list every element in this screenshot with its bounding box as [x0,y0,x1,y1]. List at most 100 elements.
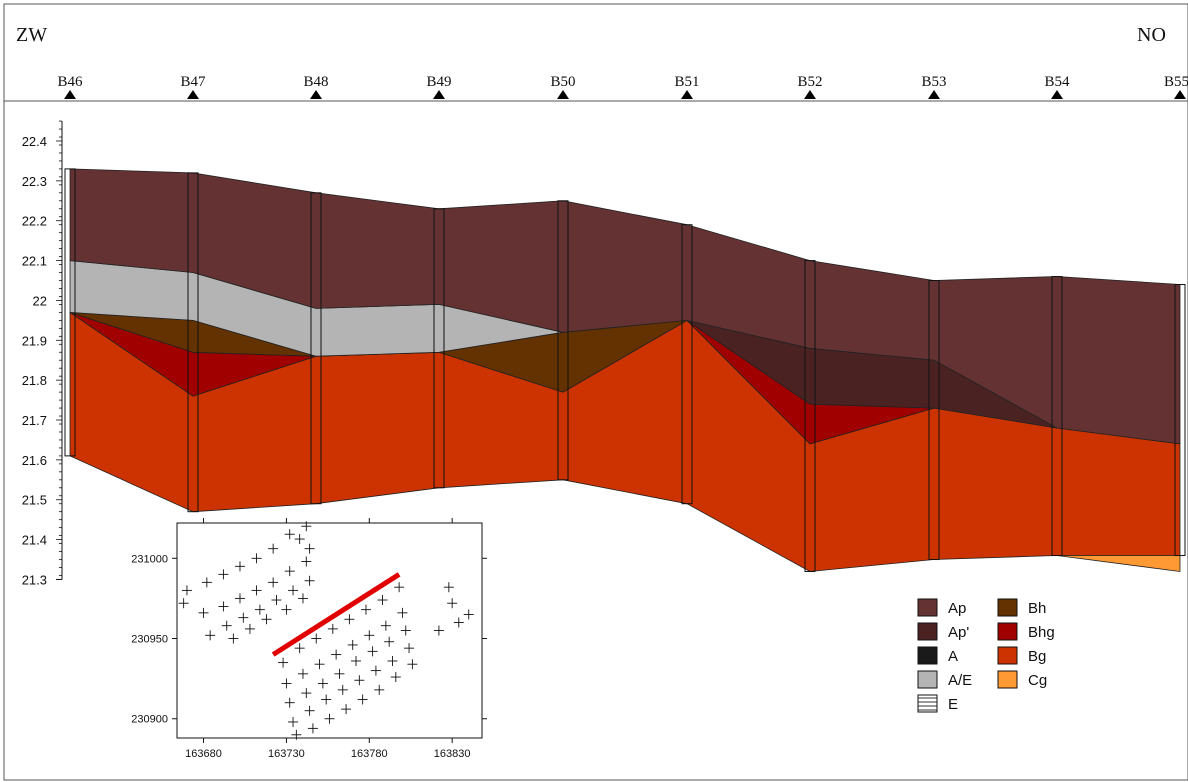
sample-point-icon [341,704,352,715]
inset-y-tick-label: 230950 [131,634,168,646]
sample-point-icon [304,575,315,586]
sample-point-icon [307,723,318,734]
sample-point-icon [317,678,328,689]
borehole-marker-icon [310,90,322,99]
legend-swatch [917,622,938,641]
sample-point-icon [178,598,189,609]
borehole-label-b49: B49 [426,74,451,90]
borehole-column-b49 [433,208,445,489]
sample-point-icon [288,716,299,727]
sample-point-icon [331,649,342,660]
sample-point-icon [297,668,308,679]
borehole-marker-icon [433,90,445,99]
figure-frame [3,3,1188,781]
sample-point-icon [254,604,265,615]
sample-point-icon [357,694,368,705]
sample-point-icon [251,585,262,596]
sample-point-icon [251,553,262,564]
sample-point-icon [337,684,348,695]
sample-point-icon [284,566,295,577]
legend-label: A/E [948,672,972,689]
borehole-marker-icon [1051,90,1063,99]
inset-y-tick-label: 230900 [131,714,168,726]
borehole-label-b50: B50 [550,74,575,90]
borehole-label-b46: B46 [57,74,83,90]
sample-point-icon [218,601,229,612]
inset-y-tick-label: 231000 [131,553,168,565]
borehole-marker-icon [804,90,816,99]
borehole-column-b53 [928,280,940,561]
transect-line [271,572,401,657]
sample-point-icon [291,729,302,740]
legend-label: Bg [1028,648,1046,665]
sample-point-icon [314,659,325,670]
elevation-tick-label: 21.6 [22,453,47,468]
legend-swatch [917,670,938,689]
legend-item-bh: Bh [997,598,1046,617]
borehole-column-b47 [187,172,199,513]
sample-point-icon [397,607,408,618]
sample-point-icon [261,614,272,625]
legend-label: E [948,696,958,713]
sample-point-icon [297,593,308,604]
inset-map-frame [176,522,483,739]
legend-swatch [917,694,938,713]
sample-point-icon [234,561,245,572]
sample-point-icon [294,534,305,545]
sample-point-icon [354,675,365,686]
borehole-column-b54 [1051,276,1063,557]
sample-point-icon [221,620,232,631]
sample-point-icon [443,582,454,593]
sample-point-icon [327,623,338,634]
legend-label: Bhg [1028,624,1055,641]
legend-swatch [997,670,1018,689]
sample-point-icon [404,643,415,654]
sample-point-icon [181,585,192,596]
inset-x-tick-label: 163730 [268,748,305,760]
sample-point-icon [234,593,245,604]
elevation-tick-label: 22.3 [22,174,47,189]
borehole-label-b53: B53 [921,74,946,90]
sample-point-icon [268,577,279,588]
sample-point-icon [244,623,255,634]
sample-point-icon [205,630,216,641]
sample-point-icon [271,595,282,606]
legend-label: Cg [1028,672,1047,689]
borehole-marker-icon [64,90,76,99]
borehole-marker-icon [187,90,199,99]
borehole-column-b52 [804,260,816,572]
sample-point-icon [311,633,322,644]
sample-point-icon [364,630,375,641]
elevation-tick-label: 22.4 [22,134,47,149]
borehole-label-b47: B47 [180,74,206,90]
sample-point-icon [218,569,229,580]
sample-point-icon [433,625,444,636]
legend-label: Bh [1028,600,1046,617]
sample-point-icon [463,609,474,620]
legend-swatch [997,598,1018,617]
sample-point-icon [294,643,305,654]
sample-point-icon [453,617,464,628]
sample-point-icon [334,668,345,679]
elevation-tick-label: 21.4 [22,533,47,548]
layer-cg-0 [1056,555,1181,572]
sample-point-icon [377,595,388,606]
borehole-column-b51 [681,224,693,505]
sample-point-icon [198,607,209,618]
legend-label: Ap' [948,624,969,641]
sample-point-icon [228,633,239,644]
borehole-label-b52: B52 [797,74,822,90]
borehole-label-b48: B48 [303,74,328,90]
legend-item-ap-prime: Ap' [917,622,969,641]
elevation-tick-label: 22 [33,293,47,308]
sample-point-icon [304,543,315,554]
sample-point-icon [390,672,401,683]
sample-point-icon [301,521,312,532]
sample-point-icon [321,694,332,705]
sample-point-icon [400,625,411,636]
borehole-label-b54: B54 [1044,74,1070,90]
sample-point-icon [447,598,458,609]
sample-point-icon [238,612,249,623]
inset-x-tick-label: 163680 [185,748,222,760]
